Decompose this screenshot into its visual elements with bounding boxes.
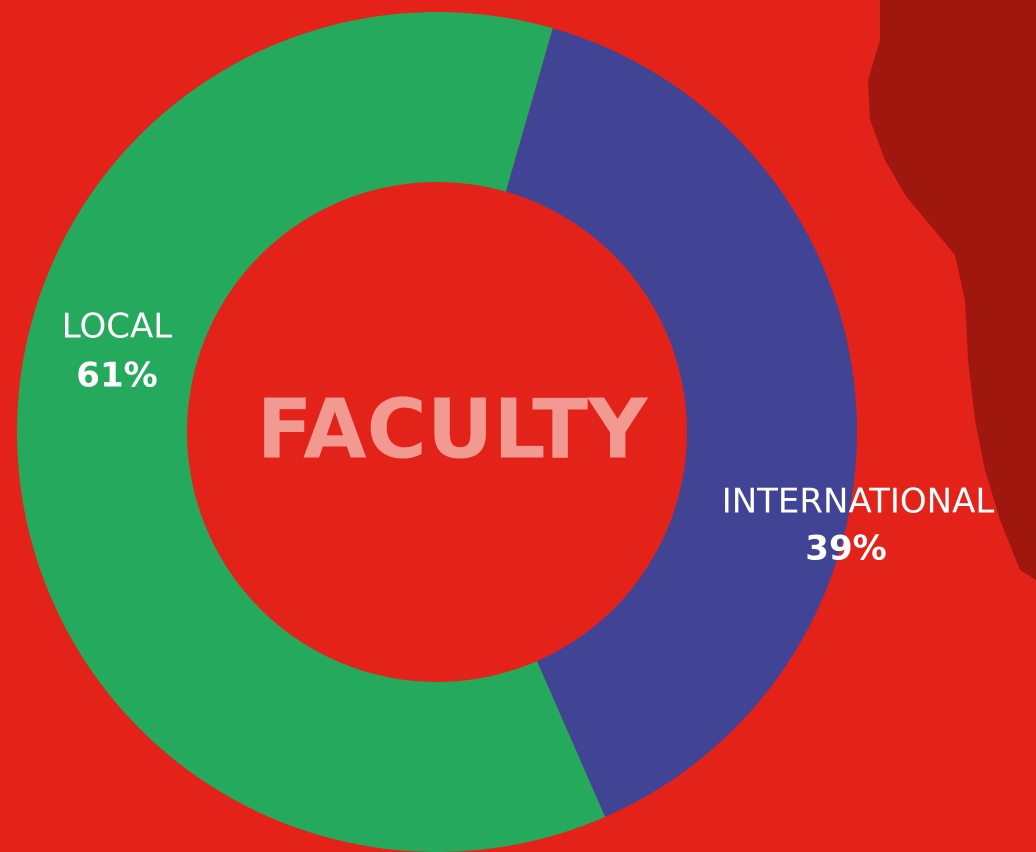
slice: [17, 12, 606, 852]
slice-value: 39%: [805, 529, 886, 569]
slice: [505, 28, 858, 817]
slice-label: INTERNATIONAL: [722, 482, 995, 522]
slice-label: LOCAL: [62, 307, 172, 347]
map-shape: [868, 0, 1036, 580]
slice-value: 61%: [76, 356, 157, 396]
center-title: FACULTY: [257, 382, 649, 477]
donut: [17, 12, 858, 852]
